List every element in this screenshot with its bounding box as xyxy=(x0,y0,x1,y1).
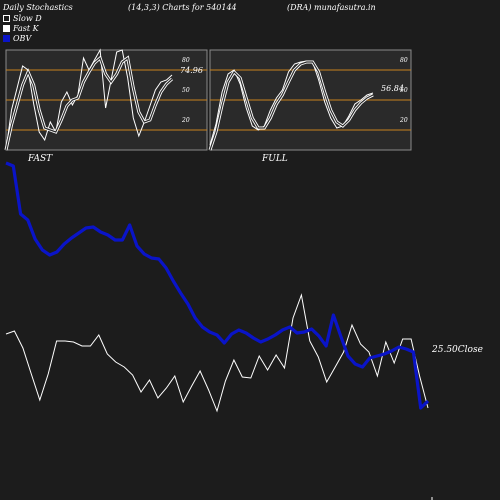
legend-item-fast-k: Fast K xyxy=(3,24,39,33)
chart-source: (DRA) munafasutra.in xyxy=(287,3,376,12)
legend-label-obv: OBV xyxy=(13,34,32,43)
legend-swatch-slow-d xyxy=(3,15,10,22)
legend-label-fast-k: Fast K xyxy=(13,24,39,33)
line-close xyxy=(5,293,429,413)
legend-label-slow-d: Slow D xyxy=(13,14,42,23)
close-value-label: 25.50Close xyxy=(431,345,483,355)
chart-subtitle: (14,3,3) Charts for 540144 xyxy=(128,3,237,12)
panel-2-caption: FULL xyxy=(261,154,288,164)
panel-1-tick-label-50: 50 xyxy=(182,87,190,94)
panel-1-tick-label-80: 80 xyxy=(182,57,190,64)
panel-2-last-value-label: 56.84 xyxy=(381,84,404,93)
panel-2-tick-label-20: 20 xyxy=(399,117,408,124)
panel-2-line-slow-d xyxy=(209,61,374,151)
panel-2-tick-label-50: 50 xyxy=(400,87,408,94)
legend-swatch-obv xyxy=(3,35,10,42)
panel-1-tick-label-20: 20 xyxy=(181,117,190,124)
panel-2-tick-label-80: 80 xyxy=(400,57,408,64)
legend-item-slow-d: Slow D xyxy=(3,14,42,23)
panel-1-last-value-label: 74.96 xyxy=(180,66,203,75)
panel-1-caption: FAST xyxy=(27,154,53,164)
chart-title: Daily Stochastics xyxy=(3,3,73,12)
legend-swatch-fast-k xyxy=(3,25,10,32)
panel-1-line-slow-d xyxy=(5,56,173,151)
line-obv xyxy=(5,161,430,410)
legend-item-obv: OBV xyxy=(3,34,31,43)
